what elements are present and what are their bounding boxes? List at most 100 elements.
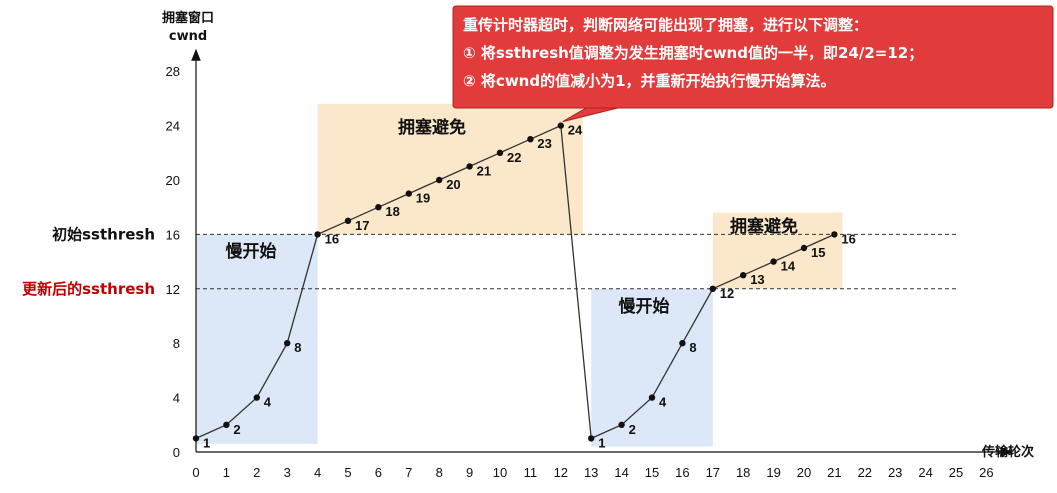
data-label: 24 — [568, 123, 583, 138]
x-tick-15: 15 — [645, 465, 659, 480]
x-tick-0: 0 — [192, 465, 199, 480]
x-tick-8: 8 — [436, 465, 443, 480]
data-label: 20 — [446, 177, 460, 192]
region-label-slow-start-1: 慢开始 — [226, 241, 277, 262]
y-tick-0: 0 — [173, 445, 180, 460]
x-tick-2: 2 — [253, 465, 260, 480]
data-label: 1 — [598, 435, 605, 450]
data-label: 4 — [264, 395, 272, 410]
data-label: 19 — [416, 191, 430, 206]
data-point — [436, 176, 443, 184]
x-tick-22: 22 — [858, 465, 872, 480]
x-tick-1: 1 — [223, 465, 230, 480]
data-point — [405, 190, 412, 197]
x-tick-3: 3 — [284, 465, 291, 480]
x-tick-16: 16 — [675, 465, 689, 480]
callout-line-1: 重传计时器超时，判断网络可能出现了拥塞，进行以下调整： — [463, 16, 868, 34]
data-point — [831, 231, 838, 238]
data-point — [527, 136, 534, 143]
x-tick-11: 11 — [524, 465, 538, 480]
data-label: 13 — [750, 272, 764, 287]
data-point — [618, 421, 625, 428]
y-tick-8: 8 — [173, 336, 180, 351]
callout-box — [452, 5, 1054, 109]
data-label: 8 — [294, 340, 301, 355]
timeout-callout: 重传计时器超时，判断网络可能出现了拥塞，进行以下调整： ① 将ssthresh值… — [452, 5, 1054, 123]
region-label-congestion-avoidance-2: 拥塞避免 — [730, 216, 798, 237]
data-label: 4 — [659, 395, 667, 410]
data-point — [284, 340, 291, 347]
x-tick-4: 4 — [314, 465, 321, 480]
data-label: 15 — [811, 245, 825, 260]
data-label: 21 — [477, 163, 491, 178]
x-tick-17: 17 — [706, 465, 720, 480]
y-tick-16: 16 — [166, 227, 180, 242]
data-point — [223, 421, 230, 428]
data-point — [192, 435, 200, 442]
callout-line-2: ① 将ssthresh值调整为发生拥塞时cwnd值的一半，即24/2=12； — [463, 44, 923, 62]
x-tick-7: 7 — [405, 465, 412, 480]
region-slow-start-1 — [196, 234, 318, 444]
region-slow-start-2 — [591, 288, 713, 447]
data-label: 17 — [355, 218, 369, 233]
threshold-label-updated-ssthresh: 更新后的ssthresh — [22, 280, 155, 298]
callout-line-3: ② 将cwnd的值减小为1，并重新开始执行慢开始算法。 — [463, 72, 836, 90]
region-congestion-avoidance-2 — [712, 212, 843, 289]
x-tick-19: 19 — [766, 465, 780, 480]
data-label: 1 — [203, 435, 210, 450]
data-point — [770, 258, 777, 265]
data-point — [344, 217, 352, 224]
x-tick-20: 20 — [797, 465, 811, 480]
data-point — [375, 204, 382, 211]
data-point — [557, 122, 564, 129]
x-tick-labels: 0 1 2 3 4 5 6 7 8 9 10 11 12 13 14 15 16 17 18 19 20 21 22 23 24… — [192, 465, 993, 480]
threshold-label-initial-ssthresh: 初始ssthresh — [52, 225, 155, 243]
x-tick-14: 14 — [614, 465, 628, 480]
data-label: 16 — [325, 231, 339, 246]
data-label: 18 — [385, 204, 399, 219]
x-tick-25: 25 — [949, 465, 963, 480]
x-tick-6: 6 — [375, 465, 382, 480]
region-congestion-avoidance-1 — [317, 103, 583, 235]
region-label-congestion-avoidance-1: 拥塞避免 — [398, 117, 466, 138]
x-tick-18: 18 — [736, 465, 750, 480]
x-tick-10: 10 — [493, 465, 507, 480]
x-tick-24: 24 — [918, 465, 932, 480]
y-tick-20: 20 — [166, 173, 180, 188]
data-point — [314, 231, 321, 238]
data-point — [588, 435, 595, 442]
data-point — [648, 394, 656, 401]
x-axis-title: 传输轮次 — [981, 444, 1034, 460]
x-tick-5: 5 — [344, 465, 351, 480]
x-tick-9: 9 — [466, 465, 473, 480]
y-tick-28: 28 — [166, 64, 180, 79]
y-axis-title-line1: 拥塞窗口 — [162, 10, 214, 26]
y-tick-24: 24 — [166, 119, 180, 134]
region-label-slow-start-2: 慢开始 — [619, 296, 670, 317]
data-label: 22 — [507, 150, 521, 165]
x-tick-26: 26 — [979, 465, 993, 480]
series-line-cwnd — [195, 124, 835, 440]
data-label: 12 — [720, 286, 734, 301]
data-point — [800, 244, 808, 252]
x-tick-13: 13 — [584, 465, 598, 480]
data-point — [709, 285, 716, 292]
data-label: 8 — [689, 340, 696, 355]
data-point — [253, 394, 260, 401]
data-point — [496, 149, 504, 156]
data-point — [740, 272, 747, 279]
x-tick-12: 12 — [554, 465, 568, 480]
data-label: 2 — [233, 422, 240, 437]
data-point — [679, 340, 686, 347]
data-label: 2 — [629, 422, 636, 437]
data-label: 23 — [537, 136, 551, 151]
data-label: 16 — [841, 231, 855, 246]
x-tick-23: 23 — [888, 465, 902, 480]
x-tick-21: 21 — [827, 465, 841, 480]
y-tick-4: 4 — [173, 391, 180, 406]
y-tick-12: 12 — [166, 282, 180, 297]
y-axis-title-line2: cwnd — [169, 29, 207, 44]
